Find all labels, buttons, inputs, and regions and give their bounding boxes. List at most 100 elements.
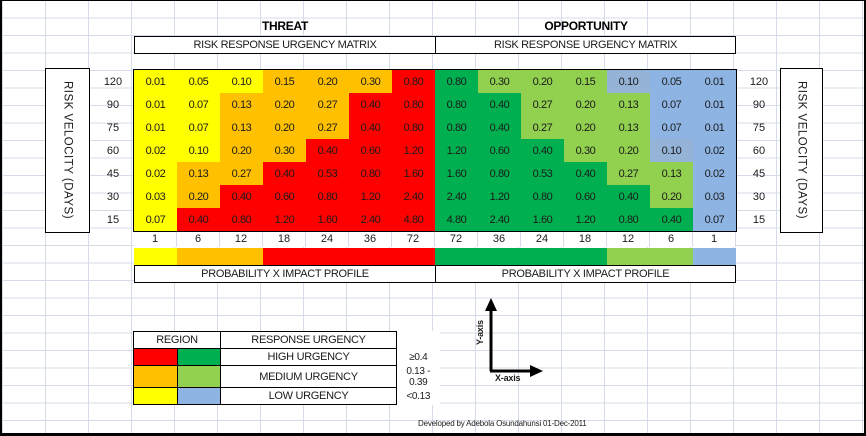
profile-strip-segment <box>650 248 693 266</box>
opportunity-cell: 0.20 <box>564 116 607 139</box>
legend-row: LOW URGENCY <0.13 <box>133 387 440 405</box>
profile-strip-segment <box>435 248 478 266</box>
threat-cell: 0.13 <box>177 162 220 185</box>
opportunity-cell: 4.80 <box>435 208 478 231</box>
threat-cell: 0.40 <box>263 162 306 185</box>
opportunity-cell: 1.20 <box>435 139 478 162</box>
impact-column-header: 36 <box>478 232 521 247</box>
impact-column-header: 12 <box>220 232 263 247</box>
threat-cell: 1.20 <box>263 208 306 231</box>
profile-strip-segment <box>306 248 349 266</box>
threat-cell: 0.80 <box>392 93 435 116</box>
axes-diagram <box>485 298 543 377</box>
threat-cell: 0.60 <box>263 185 306 208</box>
opportunity-title: OPPORTUNITY <box>544 19 628 33</box>
velocity-value: 120 <box>749 75 769 88</box>
opportunity-swatch <box>176 365 221 388</box>
impact-column-header: 36 <box>349 232 392 247</box>
threat-impact-columns: 1 6 12 18 24 36 72 <box>134 232 435 247</box>
threat-cell: 0.15 <box>263 70 306 93</box>
threat-matrix: 0.01 0.05 0.10 0.15 0.20 0.30 0.80 0.01 0.07 0.13… <box>133 69 435 232</box>
opportunity-cell: 0.53 <box>521 162 564 185</box>
opportunity-cell: 0.02 <box>693 139 736 162</box>
velocity-value: 30 <box>106 190 120 203</box>
opportunity-swatch <box>176 387 221 405</box>
opportunity-cell: 0.20 <box>650 185 693 208</box>
urgency-label: HIGH URGENCY <box>220 348 397 366</box>
velocity-value: 120 <box>103 75 123 88</box>
profile-strip-segment <box>392 248 435 266</box>
threat-cell: 0.20 <box>263 93 306 116</box>
impact-column-header: 1 <box>693 232 736 247</box>
velocity-value: 90 <box>106 98 120 111</box>
threat-cell: 0.01 <box>134 93 177 116</box>
impact-column-header: 24 <box>521 232 564 247</box>
threat-cell: 0.80 <box>392 70 435 93</box>
velocity-axis-label-left: RISK VELOCITY (DAYS) <box>45 68 90 233</box>
velocity-value: 90 <box>752 98 766 111</box>
opportunity-cell: 0.27 <box>521 116 564 139</box>
opportunity-cell: 0.20 <box>521 70 564 93</box>
opportunity-cell: 1.60 <box>435 162 478 185</box>
velocity-value: 45 <box>106 167 120 180</box>
x-axis-label: X-axis <box>495 373 521 383</box>
threat-cell: 0.10 <box>177 139 220 162</box>
opportunity-cell: 0.40 <box>564 162 607 185</box>
impact-column-header: 18 <box>564 232 607 247</box>
velocity-value: 15 <box>752 213 766 226</box>
legend-header-row: REGION RESPONSE URGENCY <box>133 331 440 349</box>
opportunity-cell: 2.40 <box>478 208 521 231</box>
threat-cell: 0.40 <box>349 116 392 139</box>
opportunity-matrix: 0.80 0.30 0.20 0.15 0.10 0.05 0.01 0.80 0.40 0.27… <box>435 69 737 232</box>
profile-strip-segment <box>564 248 607 266</box>
opportunity-cell: 0.07 <box>693 208 736 231</box>
opportunity-cell: 0.01 <box>693 116 736 139</box>
legend-urgency-header: RESPONSE URGENCY <box>220 331 397 349</box>
threat-swatch <box>133 387 178 405</box>
velocity-value: 45 <box>752 167 766 180</box>
threat-cell: 0.27 <box>220 162 263 185</box>
threat-cell: 0.02 <box>134 139 177 162</box>
opportunity-cell: 2.40 <box>435 185 478 208</box>
profile-strip-segment <box>349 248 392 266</box>
profile-strip-segment <box>607 248 650 266</box>
opportunity-cell: 0.30 <box>478 70 521 93</box>
threat-cell: 0.40 <box>177 208 220 231</box>
urgency-legend: REGION RESPONSE URGENCY HIGH URGENCY ≥0.4… <box>133 331 440 405</box>
impact-column-header: 72 <box>392 232 435 247</box>
legend-row: MEDIUM URGENCY 0.13 - 0.39 <box>133 365 440 388</box>
opportunity-cell: 0.27 <box>521 93 564 116</box>
footer-credit: Developed by Adebola Osundahunsi 01-Dec-… <box>418 419 587 428</box>
threat-cell: 0.07 <box>134 208 177 231</box>
opportunity-cell: 0.27 <box>607 162 650 185</box>
opportunity-cell: 0.30 <box>564 139 607 162</box>
opportunity-cell: 0.10 <box>607 70 650 93</box>
threat-cell: 0.80 <box>349 162 392 185</box>
threat-cell: 0.10 <box>220 70 263 93</box>
opportunity-cell: 0.40 <box>607 185 650 208</box>
impact-column-header: 6 <box>177 232 220 247</box>
velocity-value: 60 <box>106 144 120 157</box>
opportunity-cell: 0.40 <box>650 208 693 231</box>
opportunity-impact-columns: 72 36 24 18 12 6 1 <box>435 232 736 247</box>
profile-strip-segment <box>220 248 263 266</box>
threat-cell: 0.07 <box>177 116 220 139</box>
impact-column-header: 24 <box>306 232 349 247</box>
opportunity-subtitle: RISK RESPONSE URGENCY MATRIX <box>435 36 736 54</box>
impact-column-header: 1 <box>134 232 177 247</box>
opportunity-profile-label: PROBABILITY X IMPACT PROFILE <box>435 265 736 283</box>
threat-cell: 0.53 <box>306 162 349 185</box>
opportunity-cell: 0.80 <box>435 116 478 139</box>
threat-profile-label: PROBABILITY X IMPACT PROFILE <box>134 265 436 283</box>
opportunity-cell: 0.40 <box>478 93 521 116</box>
opportunity-cell: 0.60 <box>564 185 607 208</box>
threat-cell: 0.60 <box>349 139 392 162</box>
velocity-value: 15 <box>106 213 120 226</box>
opportunity-cell: 0.40 <box>478 116 521 139</box>
threat-cell: 1.20 <box>392 139 435 162</box>
profile-strip-segment <box>693 248 736 266</box>
threat-cell: 1.60 <box>306 208 349 231</box>
threat-cell: 0.20 <box>263 116 306 139</box>
threat-cell: 0.03 <box>134 185 177 208</box>
threat-cell: 0.13 <box>220 116 263 139</box>
